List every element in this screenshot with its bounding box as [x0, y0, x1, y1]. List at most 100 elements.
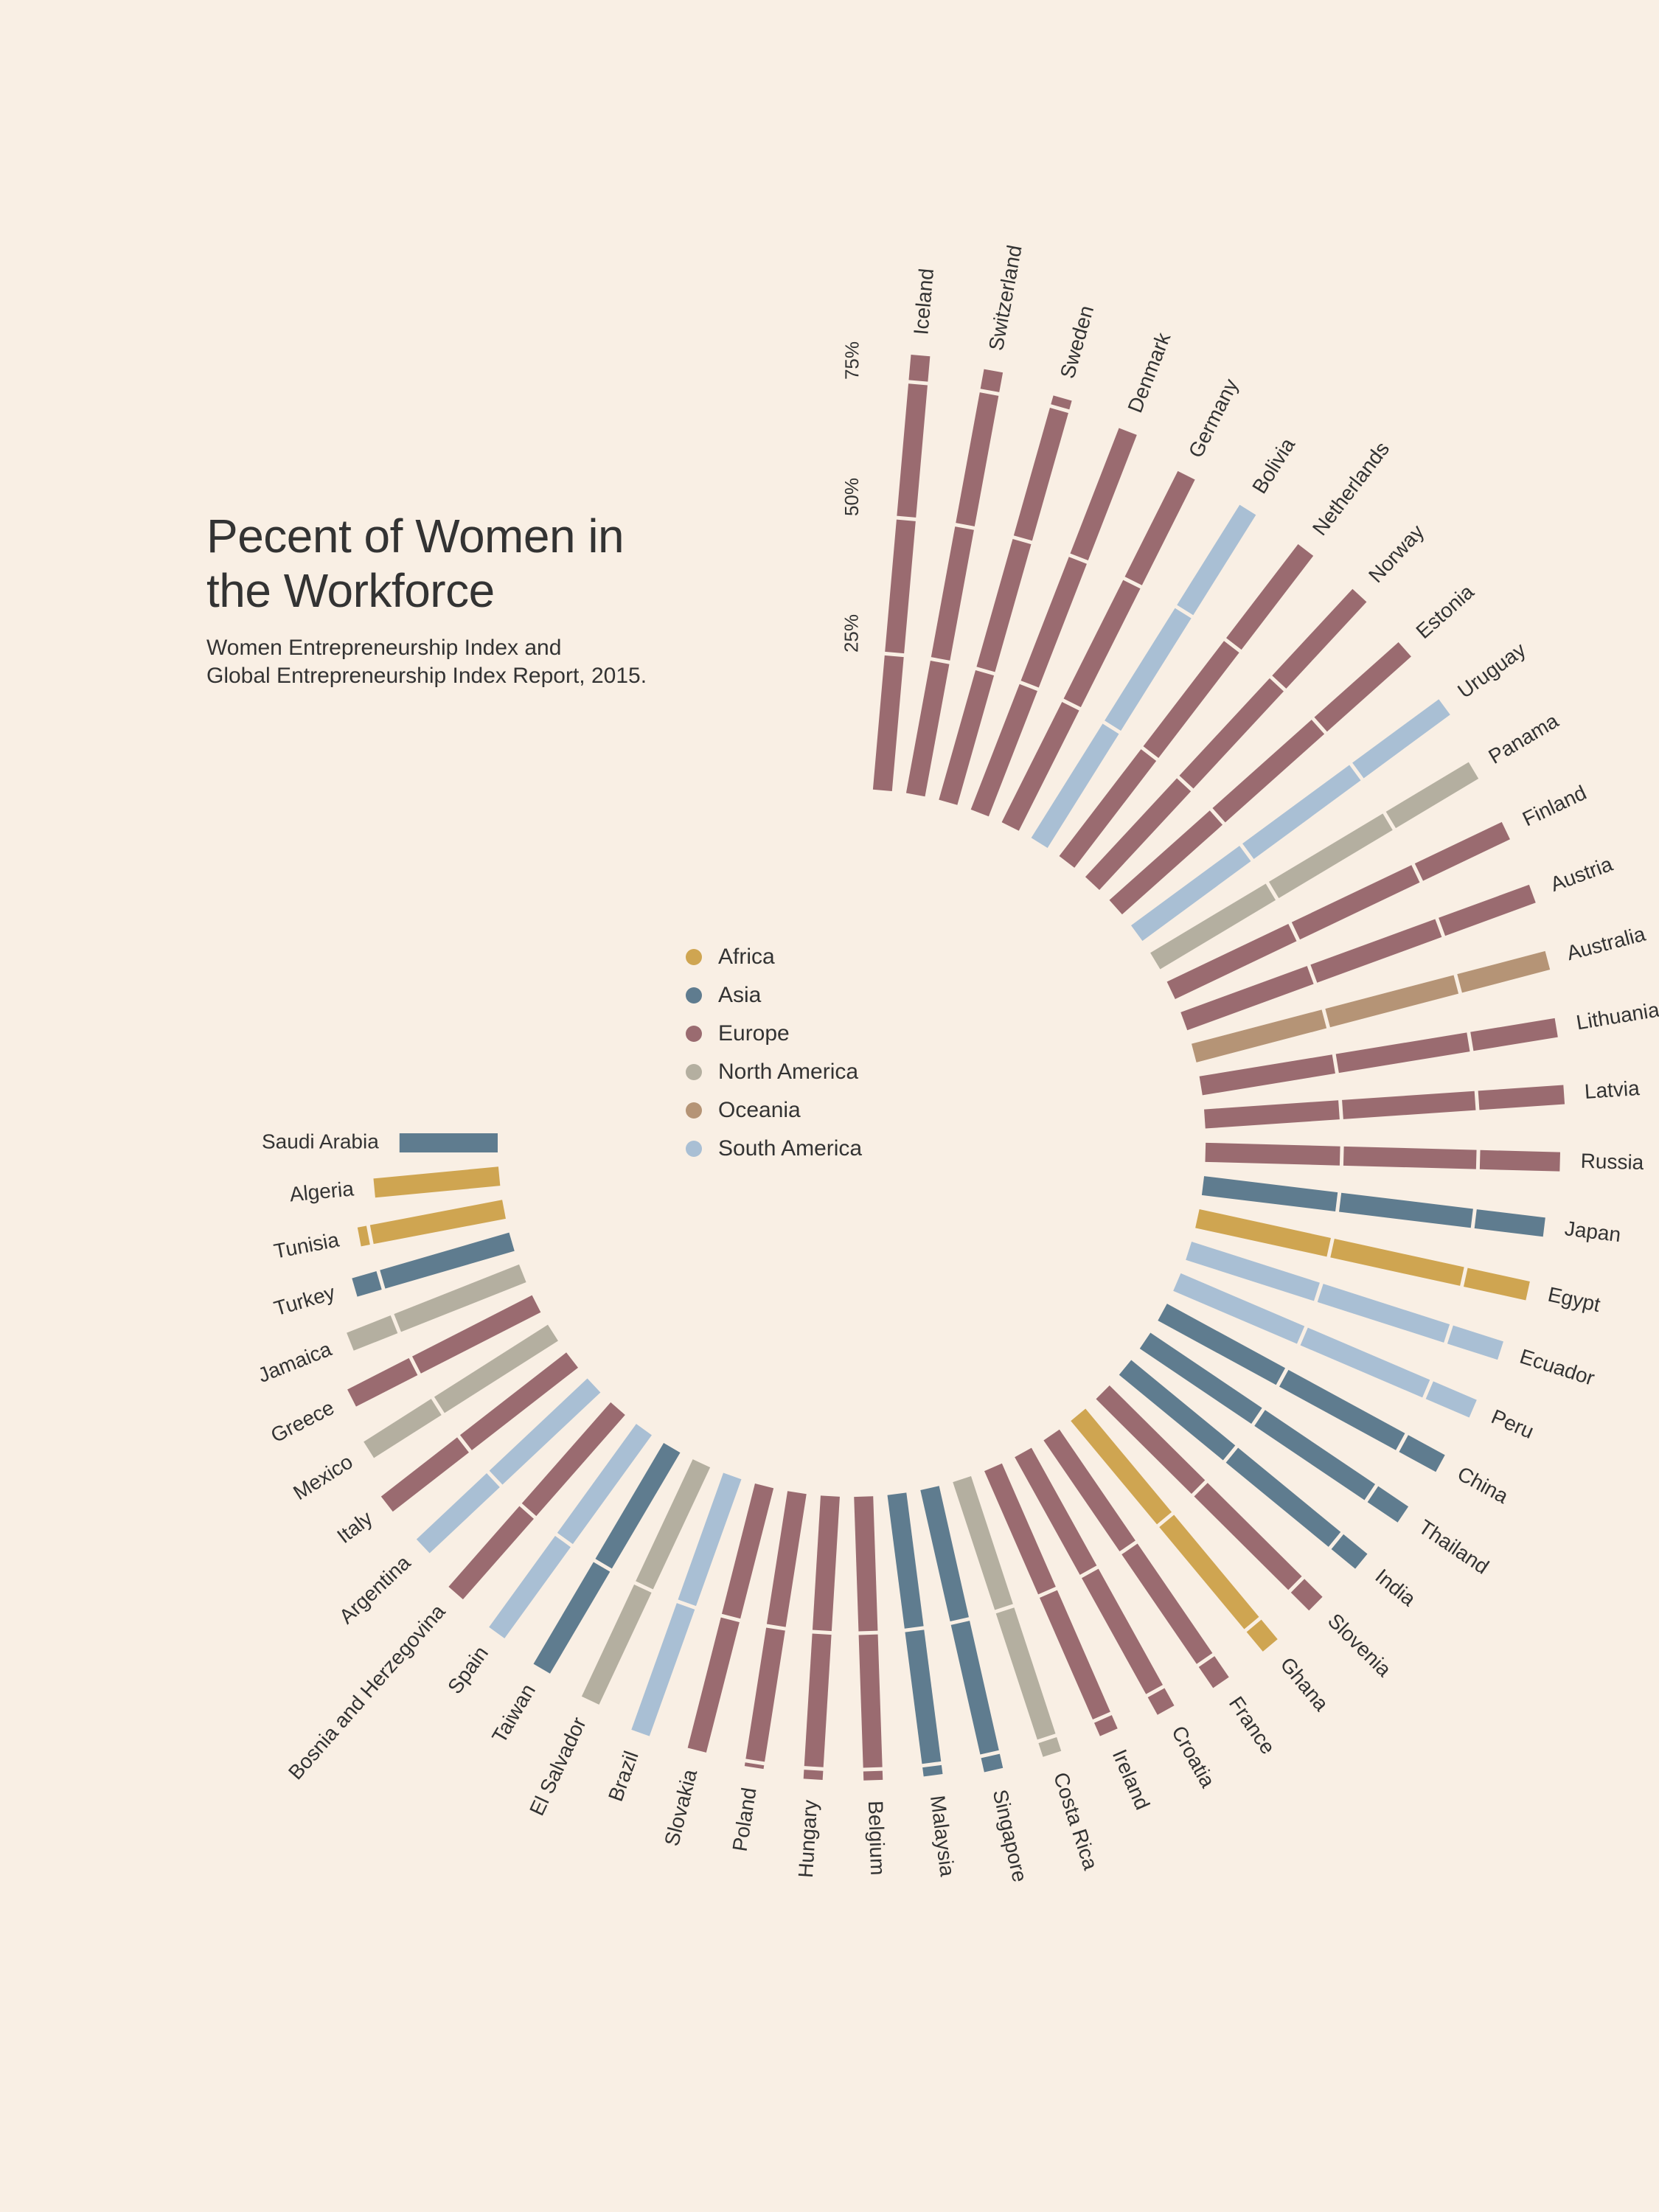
- bar-segment: [1048, 1594, 1102, 1716]
- country-label: Denmark: [1123, 329, 1175, 416]
- bar-segment: [822, 1496, 830, 1630]
- country-label: Egypt: [1546, 1283, 1603, 1317]
- bar-segment: [1430, 1390, 1473, 1408]
- bar-segment: [948, 673, 985, 803]
- bar-segment: [1442, 894, 1533, 927]
- bar-segment: [814, 1634, 822, 1767]
- bar-segment: [1156, 1693, 1166, 1711]
- country-label: Turkey: [271, 1281, 338, 1320]
- country-label: Tunisia: [272, 1228, 341, 1262]
- bar-segment: [352, 1366, 413, 1398]
- bar-segment: [894, 521, 906, 653]
- legend-swatch-icon: [686, 987, 702, 1004]
- country-label: Finland: [1519, 781, 1590, 831]
- bar-segment: [916, 662, 940, 794]
- bar-segment: [754, 1764, 755, 1767]
- country-label: Slovakia: [660, 1767, 701, 1848]
- bar-segment: [1338, 1542, 1361, 1562]
- bar-segment: [1103, 1719, 1109, 1732]
- country-label: Singapore: [989, 1787, 1032, 1884]
- bar-segment: [869, 1635, 873, 1767]
- bar-segment: [986, 542, 1022, 669]
- bar-segment: [1133, 476, 1186, 581]
- bar-segment: [542, 1567, 602, 1669]
- bar-segment: [1060, 398, 1062, 407]
- country-label: Australia: [1565, 922, 1649, 965]
- legend-label: Europe: [718, 1017, 790, 1051]
- bar-segment: [355, 1281, 379, 1288]
- country-label: Netherlands: [1308, 437, 1394, 540]
- bar-segment: [990, 371, 993, 391]
- bar-segment: [1234, 550, 1305, 644]
- country-label: Mexico: [289, 1450, 356, 1505]
- country-label: Ireland: [1108, 1746, 1155, 1813]
- legend-item: North America: [686, 1055, 862, 1089]
- country-label: Slovenia: [1324, 1609, 1396, 1681]
- bar-segment: [1254, 1626, 1270, 1646]
- bar-segment: [1072, 584, 1132, 703]
- bar-segment: [1358, 707, 1444, 771]
- legend-item: Africa: [686, 940, 862, 974]
- bar-segment: [990, 1756, 993, 1770]
- bar-segment: [1284, 1378, 1400, 1441]
- bar-segment: [1332, 1248, 1462, 1276]
- bar-segment: [1295, 874, 1415, 931]
- bar-segment: [883, 656, 894, 790]
- bar-segment: [897, 1494, 914, 1627]
- country-label: Jamaica: [254, 1338, 335, 1387]
- bar-segment: [1466, 1277, 1528, 1290]
- bar-segment: [906, 384, 918, 516]
- bar-segment: [1475, 1219, 1544, 1227]
- bar-segment: [591, 1588, 643, 1700]
- country-label: Panama: [1484, 709, 1562, 768]
- bar-segment: [423, 1480, 493, 1546]
- bar-segment: [383, 1242, 512, 1279]
- bar-segment: [1391, 771, 1473, 820]
- bar-segment: [1373, 1494, 1403, 1514]
- bar-segment: [1479, 1095, 1565, 1101]
- title-line-1: Pecent of Women in: [206, 509, 624, 563]
- bar-segment: [1279, 596, 1360, 683]
- bar-segment: [965, 394, 990, 524]
- country-label: Japan: [1563, 1217, 1621, 1246]
- bar-segment: [813, 1770, 814, 1779]
- bar-segment: [932, 1767, 933, 1775]
- bar-segment: [1419, 831, 1506, 872]
- bar-segment: [1304, 1337, 1426, 1389]
- bar-segment: [776, 1492, 797, 1625]
- bar-segment: [1206, 1662, 1220, 1683]
- country-label: Germany: [1184, 375, 1242, 462]
- bar-segment: [372, 1209, 504, 1234]
- country-label: Thailand: [1415, 1515, 1493, 1579]
- country-label: Malaysia: [926, 1794, 959, 1878]
- axis-tick-label: 25%: [840, 614, 862, 653]
- country-label: Norway: [1364, 520, 1428, 587]
- bar-segment: [1201, 1064, 1334, 1085]
- legend-label: South America: [718, 1132, 862, 1166]
- country-label: India: [1371, 1565, 1420, 1611]
- bar-segment: [1203, 1186, 1336, 1202]
- country-label: Bosnia and Herzegovina: [284, 1600, 450, 1784]
- legend-label: Africa: [718, 940, 775, 974]
- bar-segment: [1298, 1586, 1315, 1604]
- bar-segment: [641, 1606, 686, 1733]
- legend-swatch-icon: [686, 1026, 702, 1042]
- country-label: Latvia: [1584, 1077, 1641, 1103]
- country-label: Iceland: [909, 268, 938, 336]
- country-label: Algeria: [288, 1177, 355, 1206]
- country-label: Spain: [443, 1642, 493, 1698]
- bar-segment: [1314, 928, 1439, 974]
- bar-segment: [1404, 1444, 1441, 1464]
- country-label: Saudi Arabia: [262, 1130, 379, 1152]
- bar-segment: [1480, 1160, 1559, 1162]
- legend-item: Europe: [686, 1017, 862, 1051]
- bar-segment: [1321, 1293, 1447, 1334]
- bar-segment: [1205, 1110, 1339, 1119]
- bar-segment: [1274, 822, 1388, 890]
- bar-segment: [1450, 1335, 1500, 1351]
- bar-segment: [1472, 1028, 1556, 1042]
- legend-item: South America: [686, 1132, 862, 1166]
- legend-swatch-icon: [686, 1102, 702, 1119]
- bar-segment: [375, 1176, 499, 1188]
- country-label: Belgium: [864, 1801, 889, 1876]
